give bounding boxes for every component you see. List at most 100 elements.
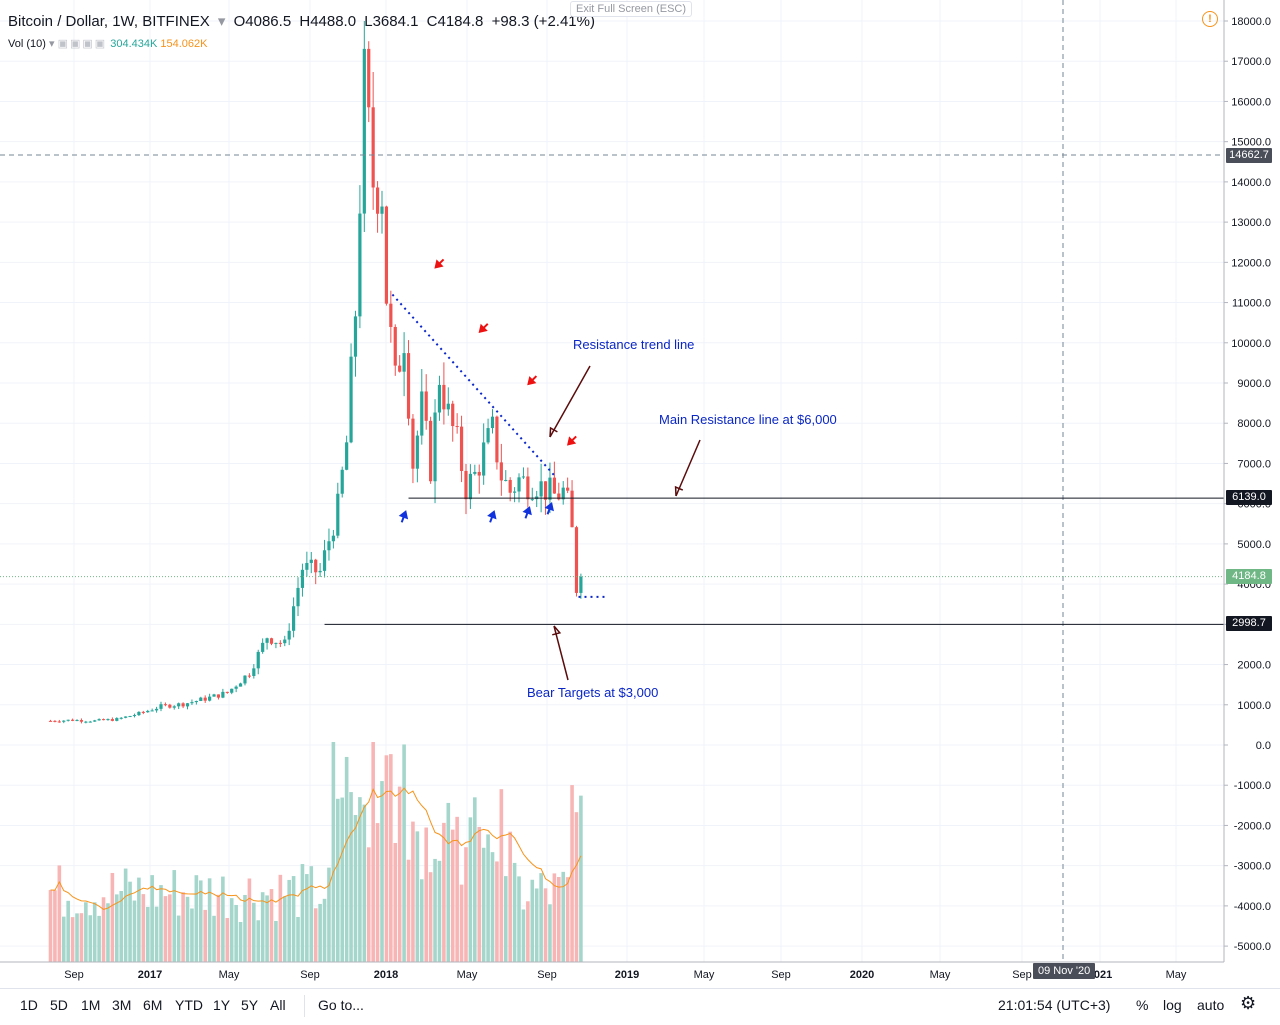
gear-icon[interactable]: ⚙ — [1240, 993, 1257, 1013]
range-ytd[interactable]: YTD — [175, 997, 203, 1013]
annotation-main-resistance: Main Resistance line at $6,000 — [659, 412, 837, 427]
volume-bar — [508, 831, 512, 962]
volume-bar — [424, 827, 428, 962]
range-6m[interactable]: 6M — [143, 997, 163, 1013]
ohlc-high: H4488.0 — [299, 13, 357, 30]
volume-bar — [256, 920, 261, 962]
candle-body — [464, 470, 468, 500]
symbol-dropdown-icon[interactable]: ▾ — [217, 13, 226, 30]
range-3m[interactable]: 3M — [112, 997, 132, 1013]
volume-bar — [159, 885, 163, 962]
range-5d[interactable]: 5D — [50, 997, 68, 1013]
red-arrow-shape — [478, 323, 489, 333]
candle-body — [473, 471, 477, 474]
candle-body — [141, 711, 145, 713]
candle-body — [526, 476, 530, 500]
ohlc-open: O4086.5 — [233, 13, 292, 30]
target-price-label: 2998.7 — [1226, 616, 1272, 631]
volume-bar — [464, 847, 468, 962]
range-1d[interactable]: 1D — [20, 997, 38, 1013]
x-tick-label: May — [1166, 969, 1187, 981]
candle-body — [451, 403, 455, 427]
volume-bar — [371, 742, 375, 962]
volume-label[interactable]: Vol (10) — [8, 38, 46, 50]
volume-bar — [243, 894, 247, 962]
volume-bar — [216, 894, 221, 962]
candle-body — [327, 541, 331, 551]
range-5y[interactable]: 5Y — [241, 997, 259, 1013]
volume-bar — [495, 861, 499, 962]
candle-body — [543, 481, 548, 500]
volume-header: Vol (10) ▾ ▣▣▣▣ 304.434K 154.062K — [8, 37, 208, 50]
volume-bar — [198, 880, 203, 962]
candle-body — [411, 418, 415, 469]
volume-bar — [366, 847, 371, 962]
red-arrow-marker — [527, 375, 538, 386]
candle-body — [283, 639, 287, 644]
symbol-title[interactable]: Bitcoin / Dollar, 1W, BITFINEX — [8, 13, 210, 30]
candle-body — [517, 477, 521, 492]
volume-bar — [172, 870, 177, 962]
candle-body — [561, 487, 565, 500]
goto-button[interactable]: Go to... — [318, 997, 364, 1013]
candle-body — [208, 696, 212, 701]
volume-bar — [57, 865, 62, 962]
candle-body — [278, 642, 282, 644]
candle-body — [429, 420, 433, 482]
blue-arrow-marker — [487, 510, 497, 523]
candle-body — [238, 683, 243, 687]
blue-arrow-marker — [522, 506, 532, 519]
volume-bar — [252, 902, 256, 962]
price-chart[interactable]: 18000.0 17000.0 16000.0 15000.0 14000.0 13000… — [0, 0, 1280, 988]
red-arrow-marker — [478, 323, 489, 333]
range-1y[interactable]: 1Y — [213, 997, 231, 1013]
volume-bar — [415, 831, 420, 962]
auto-toggle[interactable]: auto — [1197, 997, 1225, 1013]
percent-toggle[interactable]: % — [1136, 997, 1149, 1013]
warning-icon[interactable]: ! — [1202, 11, 1218, 27]
volume-bar — [362, 804, 367, 962]
volume-dropdown-icon[interactable]: ▾ — [48, 38, 55, 50]
candle-body — [247, 675, 251, 677]
candle-body — [234, 686, 238, 689]
log-toggle[interactable]: log — [1163, 997, 1182, 1013]
volume-bar — [570, 785, 574, 962]
candle-body — [212, 694, 216, 697]
volume-bar — [499, 789, 504, 962]
volume-settings-icons[interactable]: ▣▣▣▣ — [57, 38, 108, 50]
volume-bar — [512, 862, 517, 962]
exit-fullscreen-button[interactable]: Exit Full Screen (ESC) — [570, 1, 693, 17]
volume-bar — [428, 872, 433, 962]
blue-arrow-marker — [398, 510, 409, 523]
range-1m[interactable]: 1M — [81, 997, 101, 1013]
y-tick-label: -2000.0 — [1234, 820, 1271, 832]
resistance-price-label: 6139.0 — [1226, 490, 1272, 505]
arrow-resistance-trend-head — [549, 426, 558, 438]
y-tick-label: 7000.0 — [1237, 458, 1271, 470]
volume-bar — [336, 798, 340, 962]
candle-body — [331, 535, 335, 542]
volume-bar — [313, 908, 318, 962]
candle-body — [300, 569, 305, 588]
candlesticks — [48, 21, 583, 724]
volume-bar — [238, 921, 243, 962]
volume-bar — [119, 891, 124, 962]
candle-body — [216, 694, 221, 698]
volume-bar — [61, 916, 66, 962]
volume-bar — [115, 894, 119, 962]
candle-body — [190, 702, 194, 704]
candle-body — [358, 213, 362, 317]
volume-bar — [176, 915, 181, 962]
candle-body — [124, 716, 128, 718]
volume-bar — [110, 872, 115, 962]
candle-body — [137, 711, 141, 716]
x-tick-label: Sep — [1012, 969, 1032, 981]
candle-body — [230, 688, 234, 693]
y-tick-label: 13000.0 — [1231, 217, 1271, 229]
candle-body — [88, 721, 92, 723]
arrow-main-resistance — [675, 439, 701, 497]
candle-body — [203, 697, 207, 701]
range-all[interactable]: All — [270, 997, 286, 1013]
blue-arrow-shape — [544, 502, 554, 515]
red-arrow-marker — [566, 435, 577, 446]
